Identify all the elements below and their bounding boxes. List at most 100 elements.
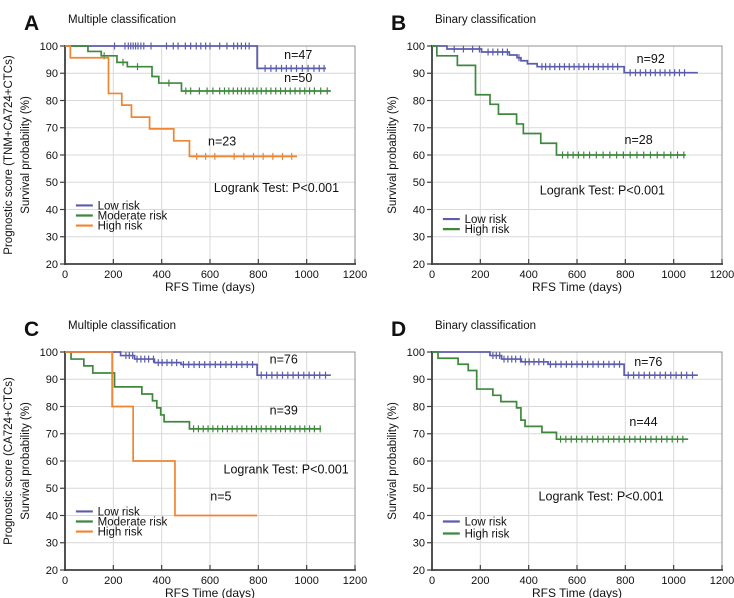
outer-y-axis-label: Prognostic score (CA724+CTCs)	[3, 377, 15, 545]
legend-label: Low risk	[465, 214, 507, 226]
x-axis-label: RFS Time (days)	[532, 586, 622, 598]
y-tick-label: 40	[413, 510, 425, 522]
y-tick-label: 20	[413, 565, 425, 577]
y-tick-label: 100	[407, 41, 425, 53]
y-tick-label: 30	[413, 538, 425, 550]
n-count-label: n=92	[637, 52, 665, 66]
panel-title: Multiple classification	[68, 320, 176, 332]
x-axis-label: RFS Time (days)	[165, 280, 255, 294]
y-tick-label: 20	[413, 259, 425, 271]
y-axis-label: Survival probability (%)	[20, 96, 32, 214]
km-curve-high-risk	[65, 351, 258, 517]
x-tick-label: 800	[249, 269, 267, 281]
y-tick-label: 30	[46, 538, 58, 550]
y-tick-label: 90	[413, 68, 425, 80]
x-tick-label: 800	[616, 575, 634, 587]
legend-label: High risk	[465, 224, 510, 236]
x-tick-label: 0	[429, 269, 435, 281]
logrank-annotation: Logrank Test: P<0.001	[540, 184, 665, 198]
x-tick-label: 1000	[661, 575, 685, 587]
panel-letter: B	[391, 12, 406, 35]
y-tick-label: 60	[46, 150, 58, 162]
panel-C-svg: 0 200 400 600 800 1000 1200 100 90 80 70 60 50 40 30 20…	[3, 318, 367, 598]
x-tick-label: 600	[201, 269, 219, 281]
x-tick-label: 1000	[294, 269, 318, 281]
panel-C: 0 200 400 600 800 1000 1200 100 90 80 70 60 50 40 30 20…	[0, 299, 367, 598]
n-count-label: n=39	[270, 404, 298, 418]
x-tick-label: 1200	[343, 269, 367, 281]
x-tick-label: 1200	[343, 575, 367, 587]
y-axis-label: Survival probability (%)	[20, 402, 32, 520]
y-axis-label: Survival probability (%)	[387, 96, 399, 214]
y-tick-label: 40	[413, 204, 425, 216]
x-tick-label: 600	[568, 269, 586, 281]
y-tick-label: 50	[46, 177, 58, 189]
legend-label: Moderate risk	[98, 516, 168, 528]
panel-A: 0 200 400 600 800 1000 1200 100 90 80 70 60 50 40 30 20…	[0, 0, 367, 299]
km-curve-moderate-risk	[65, 351, 322, 430]
legend-label: Moderate risk	[98, 210, 168, 222]
panel-B-svg: 0 200 400 600 800 1000 1200 100 90 80 70 60 50 40 30 20…	[387, 12, 734, 294]
x-tick-label: 400	[519, 575, 537, 587]
n-count-label: n=28	[625, 133, 653, 147]
y-tick-label: 100	[40, 347, 58, 359]
y-tick-label: 50	[413, 483, 425, 495]
x-tick-label: 1200	[710, 575, 734, 587]
panel-title: Binary classification	[435, 320, 536, 332]
y-tick-label: 50	[46, 483, 58, 495]
x-tick-label: 0	[62, 575, 68, 587]
km-curve-moderate-risk	[65, 45, 331, 92]
n-count-label: n=23	[208, 134, 236, 148]
km-curve-high-risk	[65, 45, 297, 158]
legend-label: Low risk	[98, 506, 140, 518]
x-tick-label: 200	[104, 575, 122, 587]
x-tick-label: 800	[616, 269, 634, 281]
y-tick-label: 30	[413, 232, 425, 244]
x-tick-label: 200	[104, 269, 122, 281]
n-count-label: n=47	[284, 48, 312, 62]
logrank-annotation: Logrank Test: P<0.001	[224, 462, 349, 476]
y-tick-label: 80	[413, 95, 425, 107]
x-tick-label: 200	[471, 269, 489, 281]
y-tick-label: 90	[46, 68, 58, 80]
y-tick-label: 80	[46, 95, 58, 107]
y-axis-label: Survival probability (%)	[387, 402, 399, 520]
panel-B: 0 200 400 600 800 1000 1200 100 90 80 70 60 50 40 30 20…	[367, 0, 734, 299]
y-tick-label: 20	[46, 259, 58, 271]
x-tick-label: 1000	[294, 575, 318, 587]
x-tick-label: 600	[201, 575, 219, 587]
y-tick-label: 100	[40, 41, 58, 53]
km-curve-high-risk	[432, 45, 686, 156]
legend-label: High risk	[98, 527, 143, 539]
x-tick-label: 200	[471, 575, 489, 587]
y-tick-label: 60	[413, 150, 425, 162]
logrank-annotation: Logrank Test: P<0.001	[214, 181, 339, 195]
x-tick-label: 800	[249, 575, 267, 587]
panel-D: 0 200 400 600 800 1000 1200 100 90 80 70 60 50 40 30 20…	[367, 299, 734, 598]
panel-letter: C	[24, 318, 39, 341]
x-tick-label: 0	[62, 269, 68, 281]
y-tick-label: 90	[46, 374, 58, 386]
y-tick-label: 70	[46, 429, 58, 441]
legend-label: High risk	[465, 528, 510, 540]
logrank-annotation: Logrank Test: P<0.001	[539, 490, 664, 504]
x-tick-label: 600	[568, 575, 586, 587]
n-count-label: n=50	[284, 71, 312, 85]
legend-label: Low risk	[98, 200, 140, 212]
km-curve-high-risk	[432, 351, 689, 441]
outer-y-axis-label: Prognostic score (TNM+CA724+CTCs)	[3, 55, 15, 255]
y-tick-label: 40	[46, 204, 58, 216]
x-axis-label: RFS Time (days)	[165, 586, 255, 598]
panel-letter: D	[391, 318, 406, 341]
y-tick-label: 50	[413, 177, 425, 189]
km-curve-low-risk	[65, 351, 331, 377]
x-tick-label: 400	[152, 269, 170, 281]
panel-A-svg: 0 200 400 600 800 1000 1200 100 90 80 70 60 50 40 30 20…	[3, 12, 367, 294]
panel-D-svg: 0 200 400 600 800 1000 1200 100 90 80 70 60 50 40 30 20…	[387, 318, 734, 598]
y-tick-label: 80	[413, 401, 425, 413]
y-tick-label: 20	[46, 565, 58, 577]
n-count-label: n=44	[629, 415, 657, 429]
legend-label: High risk	[98, 221, 143, 233]
y-tick-label: 40	[46, 510, 58, 522]
